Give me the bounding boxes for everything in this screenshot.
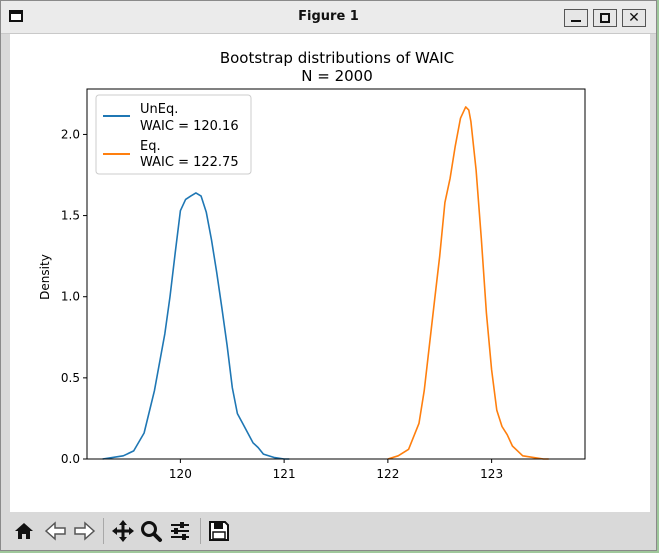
close-icon: ✕: [628, 10, 640, 26]
maximize-button[interactable]: [593, 9, 617, 27]
maximize-icon: [600, 13, 610, 23]
forward-button[interactable]: [71, 518, 97, 544]
chart: Bootstrap distributions of WAIC N = 2000…: [38, 49, 586, 481]
y-axis-label: Density: [38, 254, 52, 300]
legend-waic-series-1: WAIC = 120.16: [140, 119, 239, 134]
zoom-button[interactable]: [138, 518, 164, 544]
minimize-button[interactable]: [564, 9, 588, 27]
toolbar-separator: [103, 518, 104, 544]
save-icon: [209, 521, 229, 541]
pan-button[interactable]: [110, 518, 136, 544]
chart-title: Bootstrap distributions of WAIC: [220, 49, 454, 67]
figure-canvas[interactable]: Bootstrap distributions of WAIC N = 2000…: [10, 34, 650, 512]
y-tick-label: 0.0: [61, 452, 80, 466]
y-tick-label: 1.0: [61, 290, 80, 304]
x-tick-label: 121: [273, 467, 296, 481]
back-button[interactable]: [43, 518, 69, 544]
y-tick-label: 0.5: [61, 371, 80, 385]
plot-frame: [86, 88, 586, 460]
configure-subplots-icon: [171, 522, 189, 540]
home-icon: [15, 523, 33, 539]
back-icon: [44, 521, 66, 541]
toolbar-separator: [200, 518, 201, 544]
zoom-icon: [141, 521, 162, 542]
legend-label-series-2: Eq.: [140, 139, 161, 154]
chart-subtitle: N = 2000: [301, 67, 373, 85]
x-tick-label: 122: [376, 467, 399, 481]
legend-box: [95, 94, 252, 175]
pan-icon: [112, 520, 134, 542]
save-button[interactable]: [206, 518, 232, 544]
x-tick-label: 120: [169, 467, 192, 481]
y-tick-label: 1.5: [61, 209, 80, 223]
legend-label-series-1: UnEq.: [140, 102, 178, 117]
close-button[interactable]: ✕: [622, 9, 646, 27]
navigation-toolbar: [1, 512, 656, 550]
series-line-1: [102, 192, 290, 460]
minimize-icon: [571, 20, 581, 22]
window-title: Figure 1: [298, 9, 359, 24]
legend: UnEq. WAIC = 120.16 Eq. WAIC = 122.75: [95, 94, 252, 175]
configure-subplots-button[interactable]: [167, 518, 193, 544]
legend-waic-series-2: WAIC = 122.75: [140, 155, 239, 170]
window-icon: [9, 10, 23, 22]
home-button[interactable]: [11, 518, 37, 544]
y-tick-label: 2.0: [61, 127, 80, 141]
title-bar[interactable]: Figure 1 ✕: [1, 1, 656, 34]
series-line-2: [387, 106, 549, 460]
x-tick-label: 123: [480, 467, 503, 481]
forward-icon: [74, 521, 96, 541]
